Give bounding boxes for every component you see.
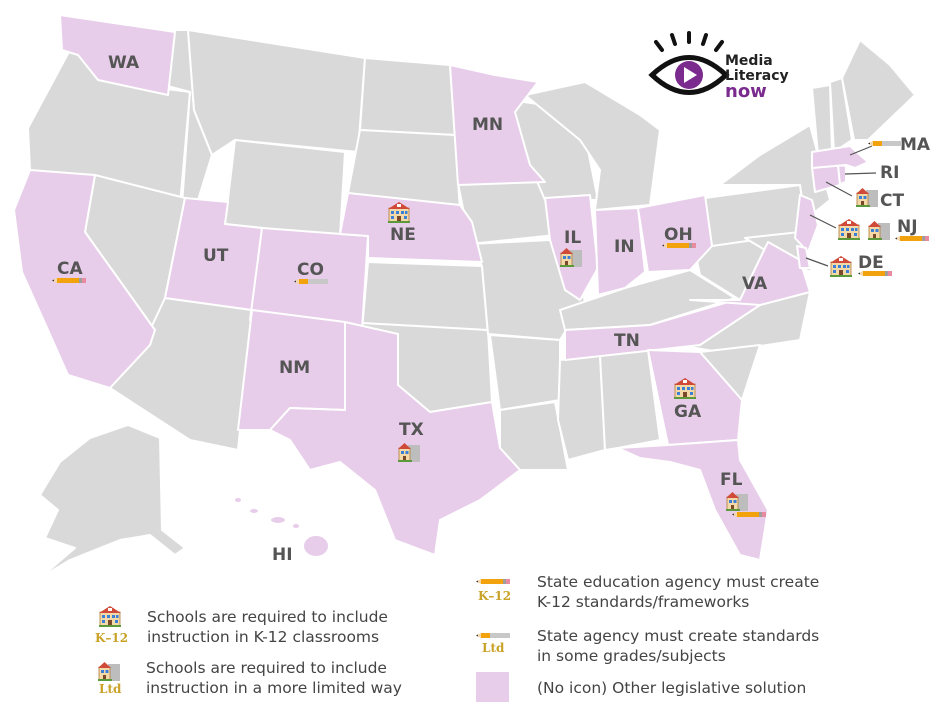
media-literacy-now-logo: Media Literacy now — [648, 31, 789, 102]
legend-line: Schools are required to include — [146, 659, 387, 677]
pencil-full-icon — [732, 512, 766, 517]
state-ms[interactable] — [557, 354, 606, 461]
state-ar[interactable] — [489, 334, 561, 411]
svg-text:Ltd: Ltd — [482, 641, 505, 655]
svg-text:K–12: K–12 — [95, 631, 128, 645]
school-ltd-icon — [97, 661, 121, 682]
school-ltd-icon — [867, 220, 891, 241]
legend-line: K-12 standards/frameworks — [537, 593, 750, 611]
label-ca: CA — [57, 259, 83, 279]
label-tn: TN — [614, 331, 640, 351]
pencil-full-icon — [476, 579, 510, 584]
state-wa[interactable] — [59, 14, 176, 96]
state-la[interactable] — [499, 401, 569, 471]
label-va: VA — [742, 274, 768, 294]
leader-lines — [805, 145, 877, 267]
label-co: CO — [297, 260, 324, 280]
state-labels: WA MN MA RI CT NJ DE NE IL IN OH CA UT C… — [57, 53, 931, 565]
state-il[interactable] — [544, 194, 599, 301]
state-tx[interactable] — [269, 321, 521, 556]
pencil-full-icon — [662, 243, 696, 248]
label-ct: CT — [880, 191, 904, 211]
label-nj: NJ — [897, 217, 918, 237]
legend-schools-k12: Schools are required to include instruct… — [147, 607, 388, 647]
label-oh: OH — [664, 225, 693, 245]
pencil-ltd-icon — [476, 633, 510, 638]
pencil-ltd-icon — [294, 279, 328, 284]
state-nd[interactable] — [359, 57, 456, 136]
school-ltd-icon — [855, 187, 879, 208]
label-ga: GA — [674, 402, 702, 422]
svg-text:Media: Media — [725, 53, 773, 69]
svg-text:Literacy: Literacy — [725, 68, 789, 84]
state-mn[interactable] — [449, 64, 546, 186]
legend-icons: K–12 Ltd K–12 Ltd — [95, 579, 511, 702]
label-de: DE — [858, 253, 884, 273]
state-ne[interactable] — [339, 192, 483, 263]
legend-agency-k12: State education agency must create K-12 … — [537, 572, 819, 612]
legend-line: in some grades/subjects — [537, 647, 726, 665]
svg-text:now: now — [725, 81, 767, 102]
state-de[interactable] — [796, 245, 811, 269]
state-oh[interactable] — [637, 194, 713, 273]
state-ak[interactable] — [39, 424, 186, 579]
state-me[interactable] — [841, 39, 916, 141]
label-fl: FL — [720, 470, 743, 490]
legend-schools-ltd: Schools are required to include instruct… — [146, 658, 402, 698]
label-hi: HI — [272, 545, 293, 565]
school-full-icon — [829, 255, 853, 278]
label-ut: UT — [203, 246, 229, 266]
pencil-full-icon — [52, 278, 86, 283]
label-in: IN — [614, 237, 635, 257]
state-in[interactable] — [594, 207, 646, 296]
legend-agency-ltd: State agency must create standards in so… — [537, 626, 819, 666]
states-layer — [13, 14, 916, 579]
legend-line: (No icon) Other legislative solution — [537, 679, 807, 697]
legend-swatch-other — [476, 672, 509, 702]
label-ma: MA — [900, 135, 931, 155]
label-ri: RI — [880, 163, 899, 183]
svg-text:K–12: K–12 — [478, 589, 511, 603]
label-ne: NE — [390, 225, 416, 245]
pencil-full-icon — [858, 271, 892, 276]
state-nh[interactable] — [829, 77, 853, 153]
legend-line: State education agency must create — [537, 573, 820, 591]
state-mt[interactable] — [187, 29, 366, 156]
school-full-icon — [837, 218, 861, 241]
pencil-full-icon — [895, 236, 929, 241]
label-il: IL — [564, 228, 581, 248]
state-ri[interactable] — [837, 164, 847, 185]
label-mn: MN — [472, 115, 503, 135]
svg-text:Ltd: Ltd — [99, 682, 122, 696]
state-ma[interactable] — [811, 145, 869, 169]
legend-line: State agency must create standards — [537, 627, 820, 645]
state-fl[interactable] — [617, 439, 769, 561]
label-wa: WA — [108, 53, 140, 73]
label-tx: TX — [399, 420, 424, 440]
state-hi[interactable] — [233, 496, 330, 558]
legend-other: (No icon) Other legislative solution — [537, 678, 806, 698]
school-full-icon — [98, 605, 122, 628]
state-nj[interactable] — [794, 194, 819, 253]
legend-line: instruction in a more limited way — [146, 679, 402, 697]
legend-line: Schools are required to include — [147, 608, 388, 626]
legend-line: instruction in K-12 classrooms — [147, 628, 380, 646]
state-wy[interactable] — [224, 139, 346, 237]
pencil-ltd-icon — [868, 141, 902, 146]
label-nm: NM — [279, 358, 310, 378]
